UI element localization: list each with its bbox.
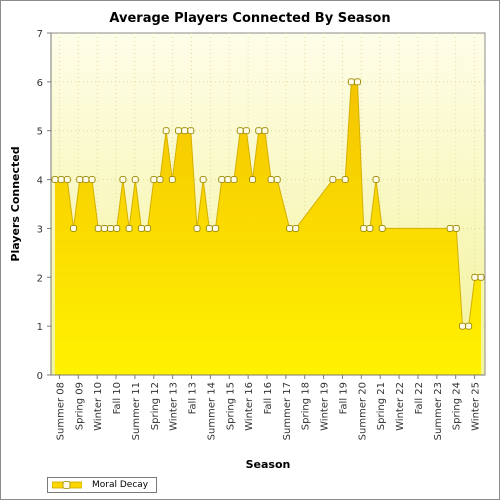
data-point (452, 224, 460, 232)
x-tick-label: Fall 10 (112, 382, 123, 414)
x-tick-label: Spring 21 (376, 382, 387, 430)
x-axis: Summer 08 Spring 09 Winter 10 Fall 10 Summer… (51, 374, 485, 440)
data-point (125, 224, 133, 232)
data-point (193, 224, 201, 232)
x-tick-label: Summer 11 (131, 382, 142, 440)
data-point (94, 224, 102, 232)
data-point (366, 224, 374, 232)
data-point (187, 127, 195, 135)
data-point (63, 176, 71, 184)
y-tick-label: 6 (37, 78, 43, 89)
data-point (107, 224, 115, 232)
x-tick-label: Winter 13 (169, 382, 180, 431)
data-point (249, 176, 257, 184)
data-point (329, 176, 337, 184)
data-point (205, 224, 213, 232)
data-point (273, 176, 281, 184)
data-point (181, 127, 189, 135)
x-tick-label: Summer 17 (282, 382, 293, 440)
data-point (113, 224, 121, 232)
data-point (286, 224, 294, 232)
data-point (372, 176, 380, 184)
data-point (378, 224, 386, 232)
data-point (471, 273, 479, 281)
data-point (70, 224, 77, 232)
y-tick-label: 5 (37, 127, 43, 138)
x-tick-label: Winter 10 (93, 382, 104, 431)
x-tick-label: Spring 18 (301, 382, 312, 430)
data-point (292, 224, 300, 232)
y-tick-label: 7 (37, 29, 43, 40)
x-tick-label: Winter 19 (320, 382, 331, 431)
area-layer (51, 78, 485, 376)
data-point (354, 78, 361, 86)
data-point (218, 176, 226, 184)
data-point (341, 176, 349, 184)
x-tick-label: Fall 16 (263, 382, 274, 414)
x-tick-label: Spring 15 (225, 382, 236, 430)
y-tick-label: 4 (37, 176, 43, 187)
data-point (465, 322, 473, 330)
data-point (82, 176, 90, 184)
chart-title: Average Players Connected By Season (109, 11, 390, 26)
x-tick-label: Spring 12 (150, 382, 161, 430)
legend: Moral Decay (47, 477, 158, 493)
data-point (477, 273, 485, 281)
x-tick-label: Spring 09 (74, 382, 85, 430)
data-point (100, 224, 108, 232)
x-tick-label: Fall 13 (188, 382, 199, 414)
data-point (230, 176, 238, 184)
data-point (168, 176, 176, 184)
data-point (51, 176, 59, 184)
data-point (137, 224, 145, 232)
data-point (57, 176, 65, 184)
x-tick-label: Spring 24 (452, 382, 463, 430)
data-point (242, 127, 250, 135)
x-tick-label: Winter 25 (471, 382, 482, 431)
x-tick-label: Summer 14 (206, 382, 217, 440)
y-tick-label: 2 (37, 273, 43, 284)
data-point (360, 224, 368, 232)
x-tick-label: Winter 22 (395, 382, 406, 431)
series-area (55, 81, 481, 376)
x-tick-label: Winter 16 (244, 382, 255, 431)
data-point (131, 176, 139, 184)
data-point (224, 176, 232, 184)
data-point (347, 78, 355, 86)
data-point (199, 176, 207, 184)
x-axis-label: Season (246, 458, 291, 471)
data-point (119, 176, 127, 184)
data-point (88, 176, 96, 184)
data-point (212, 224, 219, 232)
data-point (144, 224, 152, 232)
data-point (156, 176, 164, 184)
y-axis-label: Players Connected (9, 146, 22, 261)
x-tick-label: Summer 08 (55, 382, 66, 440)
legend-swatch (51, 481, 83, 489)
y-tick-label: 1 (37, 322, 43, 333)
data-point (261, 127, 269, 135)
x-tick-label: Summer 23 (433, 382, 444, 440)
y-axis: 0 1 2 3 4 5 6 7 (37, 29, 52, 382)
data-point (236, 127, 244, 135)
data-point (150, 176, 158, 184)
data-point (175, 127, 182, 135)
data-point (446, 224, 454, 232)
data-point (162, 127, 170, 135)
y-tick-label: 0 (37, 371, 43, 382)
data-point (459, 322, 466, 330)
data-point (267, 176, 275, 184)
legend-label: Moral Decay (92, 480, 149, 490)
x-tick-label: Summer 20 (357, 382, 368, 440)
data-point (76, 176, 84, 184)
x-tick-label: Fall 22 (414, 382, 425, 414)
y-tick-label: 3 (37, 224, 43, 235)
data-point (255, 127, 263, 135)
x-tick-label: Fall 19 (339, 382, 350, 414)
